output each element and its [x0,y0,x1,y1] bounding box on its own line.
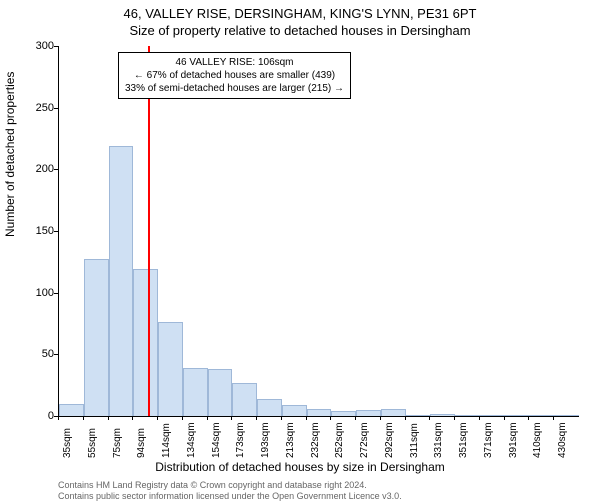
x-tick-mark [256,416,257,420]
histogram-bar [133,269,158,416]
histogram-bar [158,322,183,416]
x-tick-label: 430sqm [557,422,568,458]
x-tick-label: 134sqm [186,422,197,458]
x-tick-mark [157,416,158,420]
histogram-bar [430,414,455,416]
histogram-bar [232,383,257,416]
x-tick-mark [355,416,356,420]
y-tick-label: 200 [36,163,54,175]
x-tick-label: 410sqm [532,422,543,458]
x-tick-mark [553,416,554,420]
y-tick-label: 50 [42,348,54,360]
x-tick-mark [528,416,529,420]
histogram-bar [356,410,381,416]
x-tick-mark [108,416,109,420]
x-tick-mark [405,416,406,420]
annotation-line2: ← 67% of detached houses are smaller (43… [125,69,344,82]
y-tick-label: 150 [36,225,54,237]
histogram-bar [455,415,480,416]
histogram-bar [406,415,431,416]
x-tick-label: 114sqm [161,423,172,458]
y-tick-label: 100 [36,287,54,299]
annotation-box: 46 VALLEY RISE: 106sqm← 67% of detached … [118,52,351,99]
histogram-bar [282,405,307,416]
histogram-bar [381,409,406,416]
annotation-line3: 33% of semi-detached houses are larger (… [125,82,344,95]
histogram-bar [183,368,208,416]
histogram-bar [529,415,554,416]
x-tick-label: 75sqm [112,428,123,458]
y-tick-label: 300 [36,40,54,52]
y-tick-mark [54,108,58,109]
x-tick-label: 351sqm [458,422,469,458]
histogram-bar [480,415,505,416]
x-tick-mark [132,416,133,420]
footer-attribution: Contains HM Land Registry data © Crown c… [58,480,402,502]
y-tick-label: 250 [36,102,54,114]
y-tick-mark [54,169,58,170]
histogram-bar [257,399,282,416]
x-tick-mark [83,416,84,420]
plot-area [58,46,579,417]
x-tick-label: 213sqm [285,422,296,458]
chart-container: 46, VALLEY RISE, DERSINGHAM, KING'S LYNN… [0,0,600,500]
x-tick-mark [58,416,59,420]
histogram-bar [331,411,356,416]
property-marker-line [148,46,150,416]
x-tick-mark [330,416,331,420]
x-tick-label: 311sqm [409,423,420,458]
x-tick-label: 391sqm [508,422,519,458]
x-tick-mark [429,416,430,420]
x-tick-mark [479,416,480,420]
histogram-bar [307,409,332,416]
x-axis-label: Distribution of detached houses by size … [0,460,600,474]
chart-title-main: 46, VALLEY RISE, DERSINGHAM, KING'S LYNN… [0,0,600,21]
x-tick-label: 292sqm [384,422,395,458]
x-tick-label: 154sqm [211,422,222,458]
histogram-bar [84,259,109,416]
x-tick-mark [231,416,232,420]
x-tick-label: 173sqm [235,422,246,458]
y-tick-mark [54,46,58,47]
footer-line1: Contains HM Land Registry data © Crown c… [58,480,402,491]
x-tick-label: 35sqm [62,428,73,458]
x-tick-mark [207,416,208,420]
annotation-line1: 46 VALLEY RISE: 106sqm [125,56,344,69]
x-tick-mark [380,416,381,420]
x-tick-mark [504,416,505,420]
y-tick-mark [54,354,58,355]
x-tick-mark [454,416,455,420]
x-tick-mark [182,416,183,420]
x-tick-label: 193sqm [260,422,271,458]
histogram-bar [59,404,84,416]
histogram-bar [208,369,233,416]
x-tick-label: 252sqm [334,422,345,458]
x-tick-mark [306,416,307,420]
y-axis-label: Number of detached properties [3,72,17,237]
histogram-bar [109,146,134,416]
chart-title-sub: Size of property relative to detached ho… [0,21,600,38]
x-tick-label: 94sqm [136,428,147,458]
x-tick-label: 331sqm [433,422,444,458]
x-tick-label: 55sqm [87,428,98,458]
x-tick-label: 232sqm [310,422,321,458]
x-tick-mark [281,416,282,420]
x-tick-label: 272sqm [359,422,370,458]
x-tick-label: 371sqm [483,422,494,458]
histogram-bar [505,415,530,416]
y-tick-mark [54,293,58,294]
histogram-bar [554,415,579,416]
y-tick-mark [54,231,58,232]
